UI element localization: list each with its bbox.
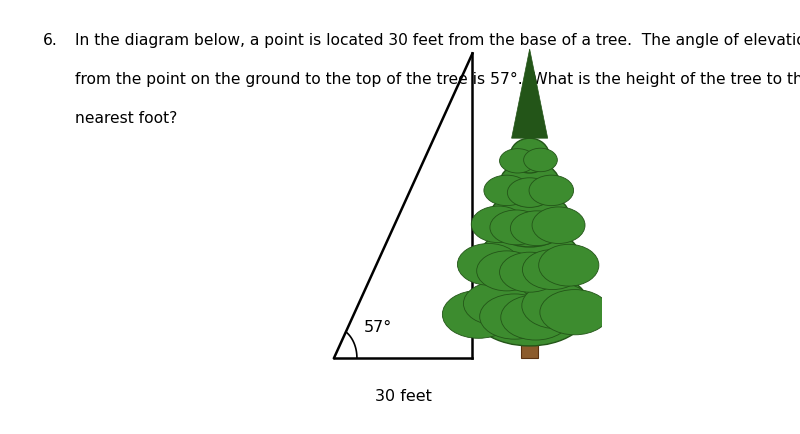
Ellipse shape xyxy=(499,162,560,207)
Ellipse shape xyxy=(471,207,526,243)
Ellipse shape xyxy=(524,149,558,172)
Ellipse shape xyxy=(489,191,570,247)
Ellipse shape xyxy=(478,227,581,294)
Ellipse shape xyxy=(507,178,552,208)
Ellipse shape xyxy=(484,176,530,206)
Ellipse shape xyxy=(522,283,592,329)
Ellipse shape xyxy=(538,245,599,286)
Ellipse shape xyxy=(510,211,563,246)
Ellipse shape xyxy=(458,244,520,286)
Polygon shape xyxy=(511,50,548,139)
Text: from the point on the ground to the top of the tree is 57°.  What is the height : from the point on the ground to the top … xyxy=(75,72,800,87)
Ellipse shape xyxy=(480,294,550,339)
Ellipse shape xyxy=(529,176,574,206)
Ellipse shape xyxy=(499,149,536,174)
Text: In the diagram below, a point is located 30 feet from the base of a tree.  The a: In the diagram below, a point is located… xyxy=(75,33,800,47)
Ellipse shape xyxy=(477,251,537,291)
Text: 6.: 6. xyxy=(43,33,58,47)
Text: nearest foot?: nearest foot? xyxy=(75,111,178,125)
Ellipse shape xyxy=(470,270,590,346)
Ellipse shape xyxy=(501,295,570,340)
Ellipse shape xyxy=(540,290,610,335)
Ellipse shape xyxy=(532,207,585,244)
FancyBboxPatch shape xyxy=(522,308,538,358)
Text: 30 feet: 30 feet xyxy=(375,388,432,403)
Text: 57°: 57° xyxy=(364,319,392,334)
Ellipse shape xyxy=(499,253,560,293)
Ellipse shape xyxy=(442,291,514,339)
Ellipse shape xyxy=(522,250,582,290)
Ellipse shape xyxy=(463,282,530,326)
Ellipse shape xyxy=(490,210,543,245)
Ellipse shape xyxy=(510,139,550,174)
